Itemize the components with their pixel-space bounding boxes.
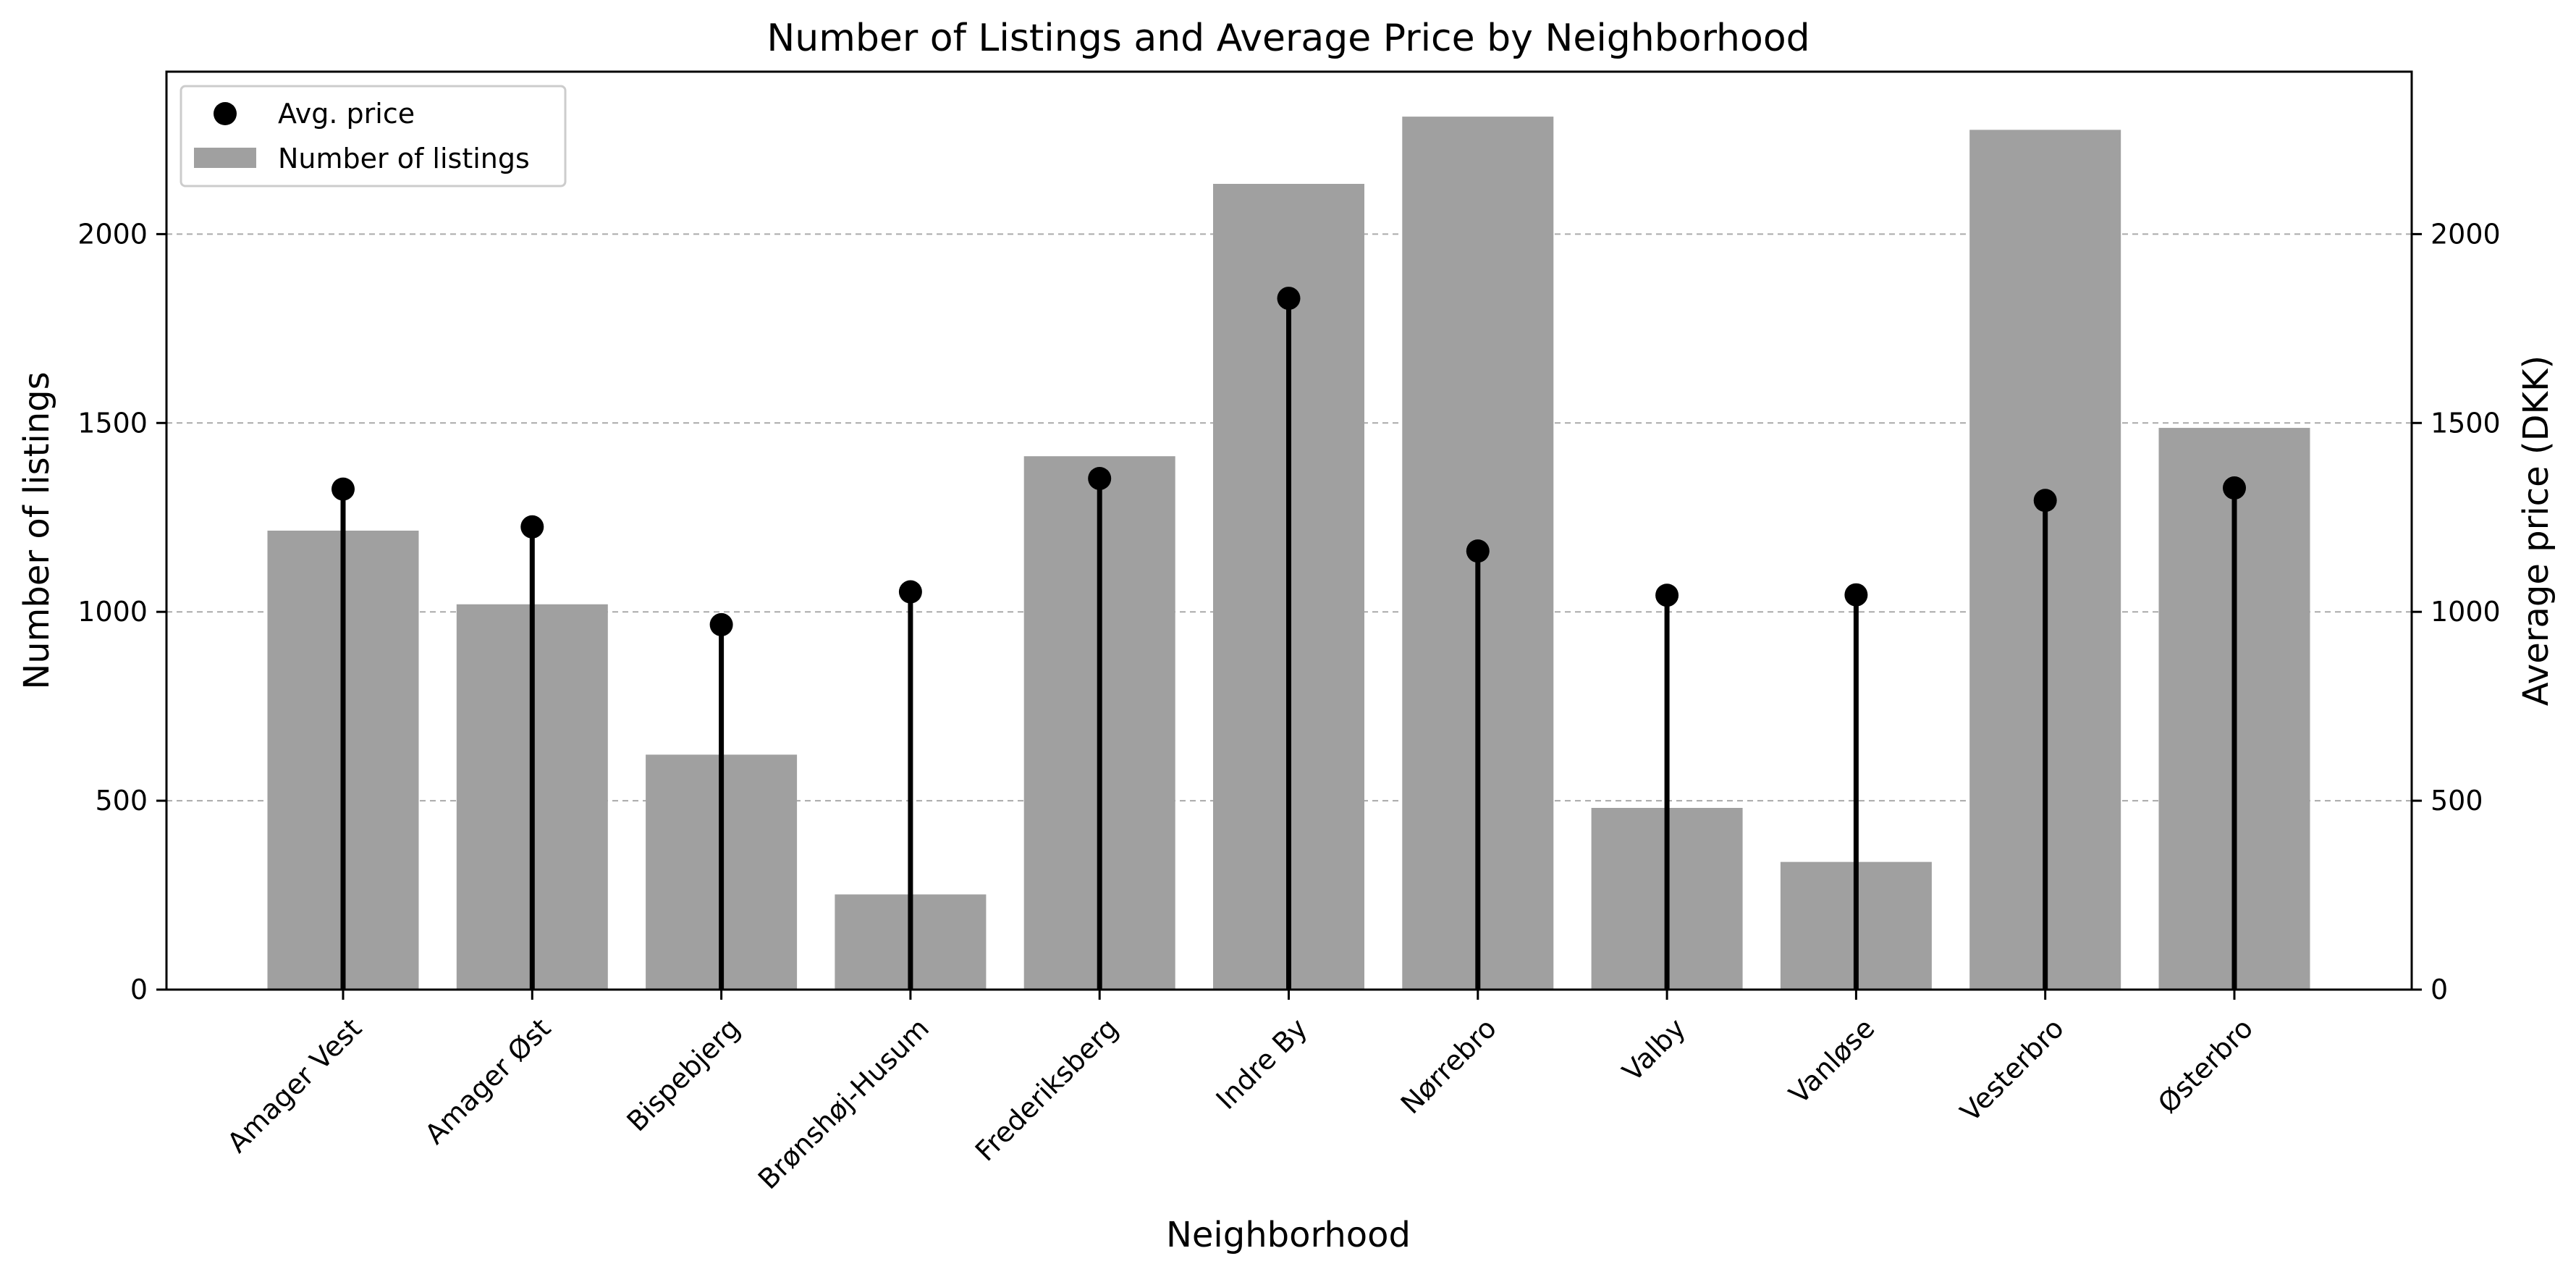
price-point — [1277, 287, 1301, 311]
legend-label-avg-price: Avg. price — [278, 98, 415, 130]
x-tick-label: Amager Vest — [221, 1012, 368, 1159]
y-tick-label-left: 1000 — [77, 596, 148, 628]
y-tick-label-right: 1500 — [2431, 407, 2501, 439]
y-tick-label-right: 1000 — [2431, 596, 2501, 628]
x-tick-label: Valby — [1616, 1012, 1692, 1087]
price-point — [898, 580, 922, 604]
x-tick-label: Østerbro — [2152, 1012, 2259, 1119]
y-tick-label-left: 1500 — [77, 407, 148, 439]
price-point — [2033, 489, 2057, 513]
price-point — [2223, 476, 2246, 500]
legend-marker-avg-price — [214, 102, 237, 125]
legend-label-listings: Number of listings — [278, 143, 530, 174]
x-tick-label: Frederiksberg — [969, 1012, 1124, 1167]
legend-swatch-listings — [194, 148, 256, 168]
y-axis-left-label: Number of listings — [17, 371, 57, 689]
price-point — [1088, 466, 1112, 490]
y-tick-label-right: 0 — [2431, 974, 2448, 1006]
x-axis: Amager Vest Amager Øst Bispebjerg Brønshøj-… — [221, 990, 2259, 1195]
x-tick-label: Bispebjerg — [620, 1012, 746, 1137]
price-point — [1844, 583, 1868, 607]
x-tick-label: Brønshøj-Husum — [752, 1012, 935, 1195]
x-tick-label: Nørrebro — [1395, 1012, 1503, 1120]
x-tick-label: Amager Øst — [418, 1012, 557, 1150]
y-axis-right-label: Average price (DKK) — [2516, 355, 2556, 706]
y-tick-label-right: 500 — [2431, 785, 2483, 817]
y-tick-label-left: 2000 — [77, 218, 148, 250]
y-tick-label-left: 500 — [95, 785, 148, 817]
price-point — [520, 515, 544, 539]
y-axis-left: 0 500 1000 1500 2000 — [77, 218, 166, 1006]
price-point — [1655, 583, 1679, 607]
y-tick-label-right: 2000 — [2431, 218, 2501, 250]
x-tick-label: Vesterbro — [1954, 1012, 2070, 1128]
legend-box — [180, 85, 567, 187]
price-stems — [331, 287, 2246, 990]
y-tick-label-left: 0 — [130, 974, 148, 1006]
legend: Avg. price Number of listings — [180, 85, 567, 187]
price-point — [709, 612, 733, 636]
chart-title: Number of Listings and Average Price by … — [767, 17, 1809, 60]
x-tick-label: Indre By — [1210, 1012, 1314, 1116]
y-axis-right: 0 500 1000 1500 2000 — [2412, 218, 2501, 1006]
price-point — [1466, 539, 1490, 563]
x-axis-label: Neighborhood — [1166, 1215, 1411, 1255]
x-tick-label: Vanløse — [1783, 1012, 1880, 1110]
price-point — [331, 477, 355, 501]
